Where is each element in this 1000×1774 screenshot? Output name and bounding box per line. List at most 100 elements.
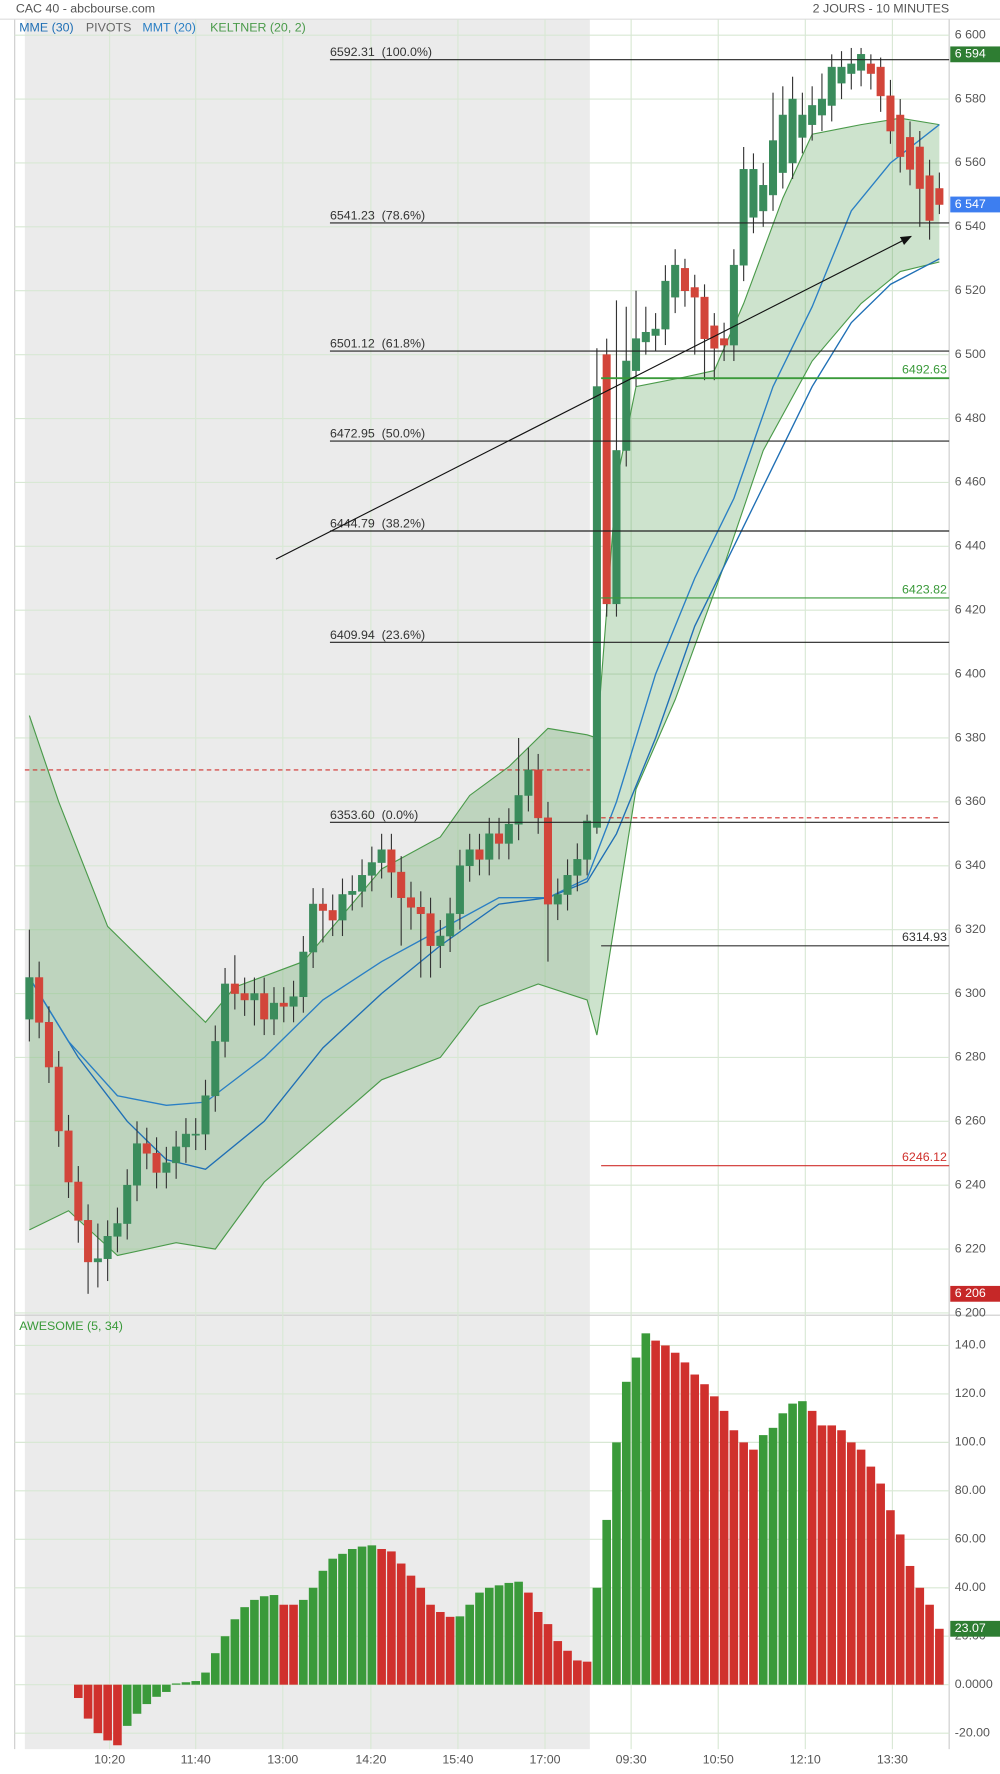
oscillator-bar bbox=[710, 1396, 719, 1685]
candle-body bbox=[416, 907, 425, 914]
candle-body bbox=[455, 865, 464, 914]
candle-body bbox=[837, 66, 846, 84]
oscillator-bar bbox=[798, 1401, 807, 1685]
oscillator-bar bbox=[700, 1384, 709, 1685]
candle-body bbox=[905, 137, 915, 170]
oscillator-bar bbox=[308, 1587, 318, 1685]
oscillator-bar bbox=[563, 1650, 572, 1685]
candle-body bbox=[348, 891, 357, 895]
oscillator-bar bbox=[475, 1592, 484, 1685]
candle-body bbox=[142, 1143, 151, 1154]
oscillator-bar bbox=[113, 1684, 122, 1746]
oscillator-bar bbox=[387, 1551, 396, 1685]
y-tick-label: 6 480 bbox=[955, 411, 986, 425]
candle-body bbox=[406, 897, 415, 908]
candle-body bbox=[211, 1041, 220, 1097]
x-tick-label: 10:50 bbox=[703, 1753, 734, 1767]
oscillator-bar bbox=[573, 1660, 582, 1685]
price-badge bbox=[950, 46, 1000, 63]
y-tick-label: 6 260 bbox=[955, 1114, 986, 1128]
oscillator-bar bbox=[377, 1548, 386, 1685]
oscillator-bar bbox=[396, 1563, 406, 1685]
oscillator-bar bbox=[357, 1546, 367, 1685]
oscillator-bar bbox=[328, 1558, 337, 1685]
candle-body bbox=[377, 849, 386, 863]
oscillator-bar bbox=[122, 1684, 132, 1726]
oscillator-bar bbox=[504, 1582, 514, 1685]
candle-body bbox=[260, 993, 269, 1020]
candle-body bbox=[84, 1220, 93, 1263]
candle-body bbox=[181, 1133, 190, 1148]
candle-body bbox=[759, 185, 768, 212]
oscillator-bar bbox=[201, 1672, 210, 1685]
candle-body bbox=[504, 823, 513, 844]
oscillator-bar bbox=[641, 1333, 651, 1685]
oscillator-bar bbox=[142, 1684, 152, 1705]
candle-body bbox=[338, 894, 347, 921]
candle-body bbox=[622, 360, 631, 451]
oscillator-bar bbox=[768, 1427, 778, 1685]
candle-body bbox=[269, 1002, 279, 1020]
oscillator-bar bbox=[152, 1684, 161, 1697]
y-tick-label: 6 220 bbox=[955, 1241, 986, 1255]
y-tick-label: 6 200 bbox=[955, 1305, 986, 1319]
candle-body bbox=[318, 903, 327, 911]
oscillator-bar bbox=[240, 1607, 249, 1685]
oscillator-bar bbox=[876, 1483, 885, 1685]
y-tick-label: 120.0 bbox=[955, 1386, 986, 1400]
y-tick-label: 6 340 bbox=[955, 858, 986, 872]
candle-body bbox=[152, 1152, 161, 1173]
candle-body bbox=[534, 769, 543, 819]
candle-body bbox=[495, 833, 504, 844]
x-tick-label: 17:00 bbox=[530, 1753, 561, 1767]
oscillator-bar bbox=[788, 1403, 797, 1685]
x-tick-label: 12:10 bbox=[790, 1753, 821, 1767]
candle-body bbox=[279, 1002, 288, 1007]
oscillator-badge bbox=[950, 1620, 1000, 1637]
fibonacci-label: 6501.12 (61.8%) bbox=[330, 337, 425, 351]
oscillator-bar bbox=[230, 1619, 240, 1685]
y-tick-label: -20.00 bbox=[955, 1725, 990, 1739]
x-tick-label: 14:20 bbox=[355, 1753, 386, 1767]
fibonacci-label: 6472.95 (50.0%) bbox=[330, 427, 425, 441]
y-tick-label: 6 320 bbox=[955, 922, 986, 936]
candle-body bbox=[866, 63, 875, 74]
oscillator-bar bbox=[729, 1430, 739, 1685]
candle-body bbox=[827, 66, 836, 106]
oscillator-bar bbox=[817, 1425, 827, 1685]
oscillator-bar bbox=[406, 1575, 416, 1685]
candle-body bbox=[896, 114, 905, 157]
oscillator-bar bbox=[827, 1425, 837, 1685]
y-tick-label: 6 380 bbox=[955, 730, 986, 744]
oscillator-bar bbox=[494, 1585, 504, 1685]
candle-body bbox=[446, 913, 455, 937]
candle-body bbox=[93, 1258, 102, 1263]
y-tick-label: 100.0 bbox=[955, 1435, 986, 1449]
y-tick-label: 40.00 bbox=[955, 1580, 986, 1594]
candle-body bbox=[749, 169, 758, 218]
candle-body bbox=[514, 795, 523, 825]
oscillator-bar bbox=[289, 1604, 298, 1685]
candle-body bbox=[289, 996, 298, 1007]
pivot-label: 6314.93 bbox=[902, 930, 947, 944]
candle-body bbox=[162, 1162, 171, 1173]
oscillator-bar bbox=[758, 1435, 768, 1685]
candle-body bbox=[573, 859, 582, 876]
fibonacci-label: 6592.31 (100.0%) bbox=[330, 45, 432, 59]
x-tick-label: 09:30 bbox=[616, 1753, 647, 1767]
price-badge bbox=[950, 196, 1000, 213]
y-tick-label: 6 560 bbox=[955, 155, 986, 169]
oscillator-bar bbox=[680, 1362, 690, 1685]
oscillator-bar bbox=[484, 1587, 494, 1685]
candle-body bbox=[778, 114, 787, 173]
candle-body bbox=[925, 175, 934, 221]
price-badge-label: 6 547 bbox=[955, 197, 986, 211]
x-tick-label: 10:20 bbox=[94, 1753, 125, 1767]
oscillator-bar bbox=[553, 1641, 563, 1685]
candle-body bbox=[700, 296, 709, 339]
y-tick-label: 6 460 bbox=[955, 475, 986, 489]
candle-body bbox=[690, 287, 699, 298]
y-tick-label: 6 240 bbox=[955, 1177, 986, 1191]
candle-body bbox=[788, 98, 797, 164]
fibonacci-label: 6541.23 (78.6%) bbox=[330, 208, 425, 222]
